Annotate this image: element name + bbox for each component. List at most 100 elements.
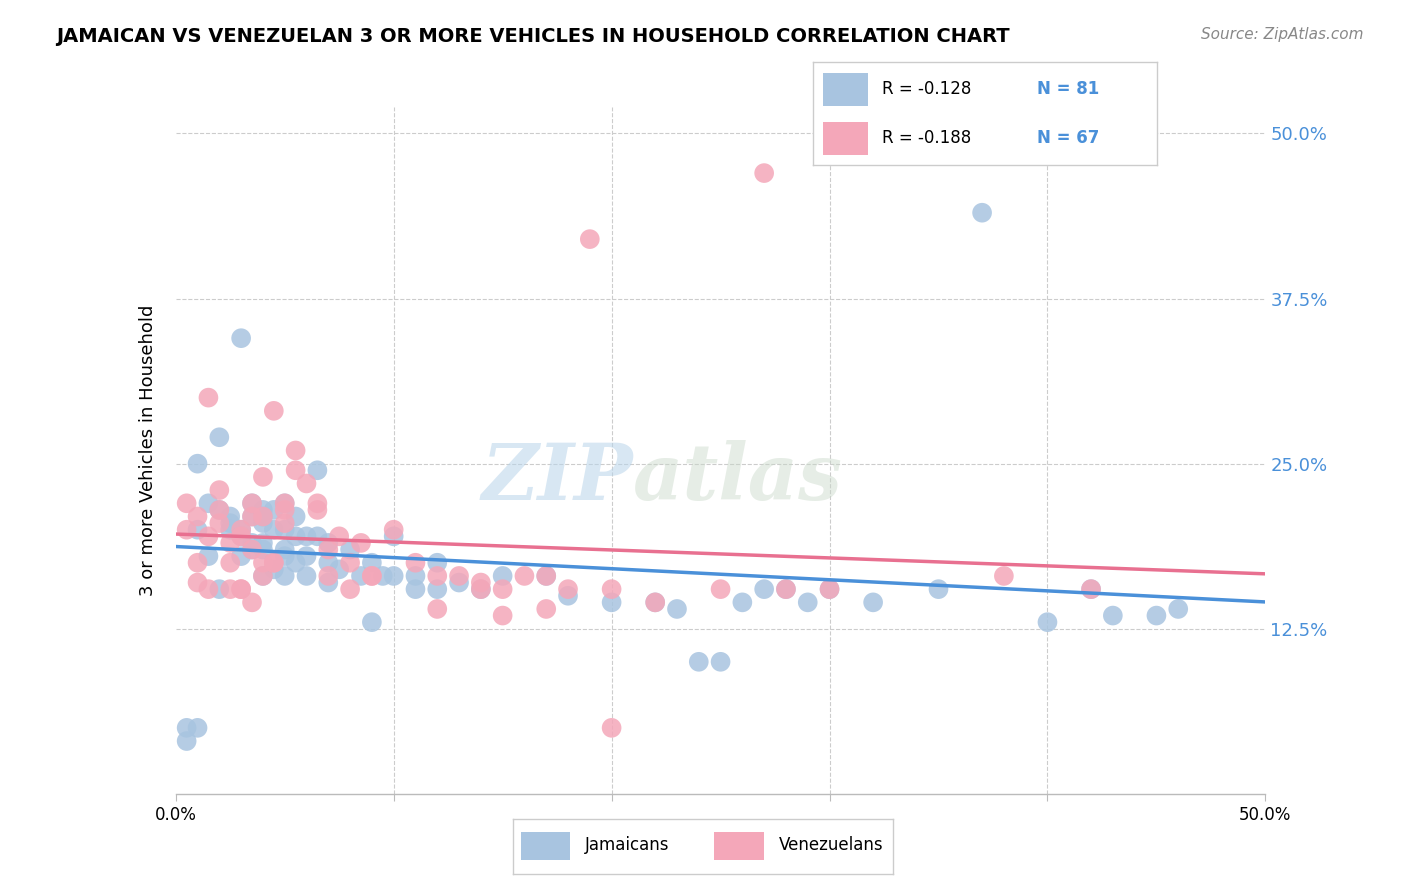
Point bbox=[186, 509, 209, 524]
Point bbox=[754, 166, 776, 180]
Point bbox=[557, 589, 579, 603]
Point bbox=[447, 575, 470, 590]
Point bbox=[197, 391, 219, 405]
Point bbox=[252, 516, 274, 530]
Point bbox=[731, 595, 754, 609]
Point bbox=[219, 509, 242, 524]
Point bbox=[754, 582, 776, 596]
Point bbox=[1102, 608, 1125, 623]
Point bbox=[339, 582, 361, 596]
Point bbox=[382, 523, 405, 537]
Point bbox=[240, 542, 263, 557]
Point bbox=[208, 503, 231, 517]
Point bbox=[339, 556, 361, 570]
Point bbox=[534, 602, 557, 616]
Point bbox=[666, 602, 689, 616]
Point bbox=[318, 542, 340, 557]
Point bbox=[186, 457, 209, 471]
Point bbox=[534, 569, 557, 583]
Point bbox=[274, 569, 297, 583]
Point bbox=[492, 569, 515, 583]
Point bbox=[307, 503, 329, 517]
Point bbox=[231, 529, 253, 543]
Point bbox=[1144, 608, 1167, 623]
Point bbox=[240, 595, 263, 609]
Point bbox=[644, 595, 666, 609]
Point bbox=[1080, 582, 1102, 596]
Point bbox=[263, 523, 285, 537]
Point bbox=[862, 595, 884, 609]
Point bbox=[252, 509, 274, 524]
Point bbox=[579, 232, 602, 246]
Point bbox=[710, 582, 733, 596]
Point bbox=[970, 205, 993, 219]
Point bbox=[274, 542, 297, 557]
Point bbox=[274, 496, 297, 510]
Point bbox=[318, 575, 340, 590]
Point bbox=[405, 569, 427, 583]
Text: N = 67: N = 67 bbox=[1036, 129, 1099, 147]
Bar bbox=[823, 73, 868, 105]
Point bbox=[263, 503, 285, 517]
Point bbox=[197, 496, 219, 510]
Point bbox=[513, 569, 536, 583]
Point bbox=[426, 582, 449, 596]
Text: JAMAICAN VS VENEZUELAN 3 OR MORE VEHICLES IN HOUSEHOLD CORRELATION CHART: JAMAICAN VS VENEZUELAN 3 OR MORE VEHICLE… bbox=[56, 27, 1010, 45]
Point bbox=[274, 549, 297, 563]
Point bbox=[274, 503, 297, 517]
Point bbox=[382, 529, 405, 543]
Point bbox=[644, 595, 666, 609]
Point bbox=[818, 582, 841, 596]
Point bbox=[176, 523, 198, 537]
Point bbox=[557, 582, 579, 596]
Point bbox=[470, 582, 492, 596]
Point bbox=[284, 556, 307, 570]
Point bbox=[208, 516, 231, 530]
Point bbox=[818, 582, 841, 596]
Point bbox=[197, 582, 219, 596]
Point bbox=[186, 556, 209, 570]
Point bbox=[1080, 582, 1102, 596]
Bar bbox=[823, 122, 868, 155]
Point bbox=[426, 569, 449, 583]
Point bbox=[231, 549, 253, 563]
Point bbox=[274, 516, 297, 530]
Text: atlas: atlas bbox=[633, 440, 844, 516]
Point bbox=[231, 582, 253, 596]
Point bbox=[775, 582, 797, 596]
Point bbox=[284, 509, 307, 524]
Point bbox=[360, 569, 382, 583]
Point bbox=[360, 569, 382, 583]
Point bbox=[219, 582, 242, 596]
Point bbox=[796, 595, 818, 609]
Point bbox=[219, 556, 242, 570]
Point bbox=[186, 575, 209, 590]
Point bbox=[186, 721, 209, 735]
Point bbox=[360, 615, 382, 630]
Point bbox=[176, 721, 198, 735]
Point bbox=[263, 562, 285, 576]
Point bbox=[274, 523, 297, 537]
Point bbox=[252, 470, 274, 484]
Point bbox=[534, 569, 557, 583]
Point bbox=[710, 655, 733, 669]
Point bbox=[231, 529, 253, 543]
Point bbox=[928, 582, 950, 596]
Point bbox=[197, 549, 219, 563]
Point bbox=[284, 463, 307, 477]
Point bbox=[295, 569, 318, 583]
Point bbox=[252, 569, 274, 583]
Point bbox=[447, 569, 470, 583]
Text: R = -0.128: R = -0.128 bbox=[882, 80, 972, 98]
Point bbox=[252, 569, 274, 583]
Point bbox=[219, 516, 242, 530]
Point bbox=[240, 496, 263, 510]
Point bbox=[208, 582, 231, 596]
Y-axis label: 3 or more Vehicles in Household: 3 or more Vehicles in Household bbox=[139, 305, 157, 596]
Point bbox=[284, 529, 307, 543]
Point bbox=[252, 509, 274, 524]
Point bbox=[492, 582, 515, 596]
Point bbox=[208, 483, 231, 497]
Point bbox=[426, 556, 449, 570]
Point bbox=[318, 536, 340, 550]
